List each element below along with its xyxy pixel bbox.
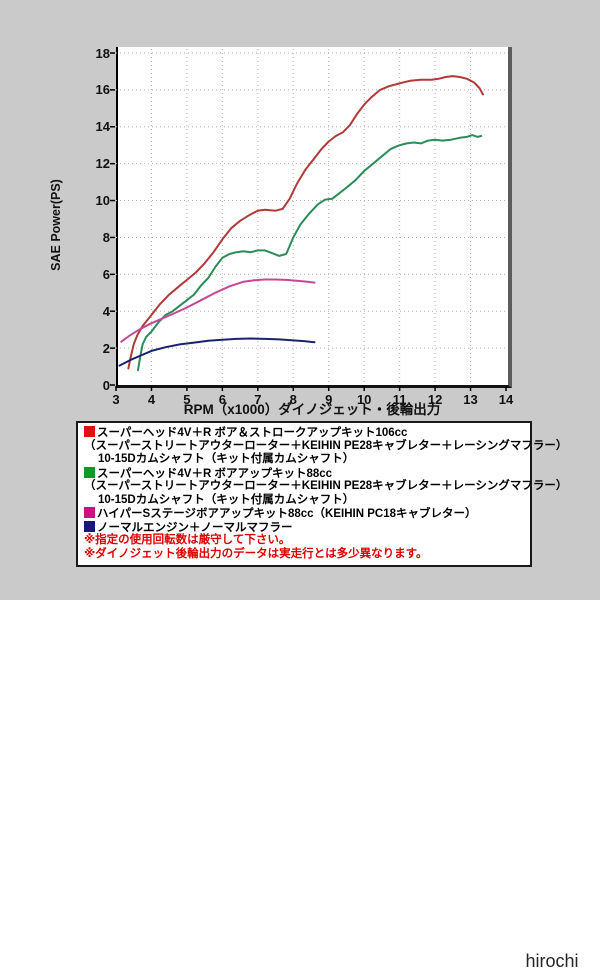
plot-area bbox=[116, 47, 512, 388]
x-tick-label: 13 bbox=[463, 392, 478, 407]
legend-row-2: 10-15Dカムシャフト（キット付属カムシャフト） bbox=[84, 453, 530, 467]
legend-row-3: スーパーヘッド4V＋R ボアアップキット88cc bbox=[84, 466, 530, 481]
y-tick-label: 0 bbox=[102, 377, 110, 393]
y-tick-label: 8 bbox=[102, 229, 110, 245]
legend-row-1: （スーパーストリートアウターローター＋KEIHIN PE28キャブレター＋レーシ… bbox=[84, 440, 567, 454]
legend-row-label: ※指定の使用回転数は厳守して下さい。 bbox=[84, 534, 291, 546]
x-tick-label: 8 bbox=[289, 392, 297, 407]
legend-row-7: ノーマルエンジン＋ノーマルマフラー bbox=[84, 520, 530, 535]
x-tick-label: 3 bbox=[112, 392, 120, 407]
x-tick-label: 11 bbox=[392, 392, 407, 407]
legend-row-label: ※ダイノジェット後輪出力のデータは実走行とは多少異なります。 bbox=[84, 547, 428, 560]
legend-row-6: ハイパーSステージボアアップキット88cc（KEIHIN PC18キャブレター） bbox=[84, 507, 530, 521]
watermark-text: hirochi bbox=[525, 951, 579, 971]
x-tick-label: 12 bbox=[427, 392, 443, 407]
x-tick-label: 4 bbox=[147, 392, 156, 407]
legend-row-8: ※指定の使用回転数は厳守して下さい。 bbox=[84, 534, 530, 548]
legend-box: スーパーヘッド4V＋R ボア＆ストロークアップキット106cc （スーパーストリー… bbox=[76, 421, 579, 971]
x-tick-label: 7 bbox=[254, 392, 262, 407]
y-tick-label: 16 bbox=[95, 82, 110, 98]
legend-row-4: （スーパーストリートアウターローター＋KEIHIN PE28キャブレター＋レーシ… bbox=[84, 480, 567, 494]
y-tick-label: 10 bbox=[95, 193, 110, 209]
legend-row-label: ノーマルエンジン＋ノーマルマフラー bbox=[97, 521, 293, 534]
legend-row-label: （スーパーストリートアウターローター＋KEIHIN PE28キャブレター＋レーシ… bbox=[84, 480, 568, 492]
y-tick-label: 6 bbox=[102, 266, 110, 282]
x-tick-label: 6 bbox=[218, 392, 226, 407]
y-tick-label: 18 bbox=[95, 45, 110, 61]
legend-swatch-icon bbox=[84, 466, 95, 478]
legend-row-label: ハイパーSステージボアアップキット88cc（KEIHIN PC18キャブレター） bbox=[97, 508, 477, 520]
y-axis-title: SAE Power(PS) bbox=[49, 179, 63, 271]
x-tick-label: 14 bbox=[498, 392, 514, 407]
legend-row-label: 10-15Dカムシャフト（キット付属カムシャフト） bbox=[98, 493, 355, 506]
y-tick-label: 12 bbox=[95, 156, 110, 172]
x-tick-label: 9 bbox=[325, 392, 333, 407]
legend-swatch-icon bbox=[84, 507, 95, 518]
y-tick-label: 14 bbox=[95, 119, 110, 135]
legend-swatch-icon bbox=[84, 426, 95, 437]
legend-row-label: （スーパーストリートアウターローター＋KEIHIN PE28キャブレター＋レーシ… bbox=[84, 439, 568, 452]
y-tick-label: 4 bbox=[102, 303, 110, 319]
legend-row-label: スーパーヘッド4V＋R ボア＆ストロークアップキット106cc bbox=[97, 427, 408, 439]
x-axis-title: RPM（x1000）ダイノジェット・後輪出力 bbox=[183, 402, 441, 417]
x-tick-label: 5 bbox=[183, 392, 191, 407]
legend-row-0: スーパーヘッド4V＋R ボア＆ストロークアップキット106cc bbox=[84, 426, 530, 440]
legend-swatch-icon bbox=[84, 520, 95, 532]
x-tick-label: 10 bbox=[356, 392, 372, 407]
legend-row-label: 10-15Dカムシャフト（キット付属カムシャフト） bbox=[98, 453, 355, 465]
legend-row-5: 10-15Dカムシャフト（キット付属カムシャフト） bbox=[84, 494, 530, 508]
y-tick-label: 2 bbox=[102, 340, 110, 356]
legend-row-label: スーパーヘッド4V＋R ボアアップキット88cc bbox=[97, 467, 333, 480]
legend-rows: スーパーヘッド4V＋R ボア＆ストロークアップキット106cc （スーパーストリー… bbox=[84, 426, 567, 562]
legend-row-9: ※ダイノジェット後輪出力のデータは実走行とは多少異なります。 bbox=[84, 548, 530, 562]
